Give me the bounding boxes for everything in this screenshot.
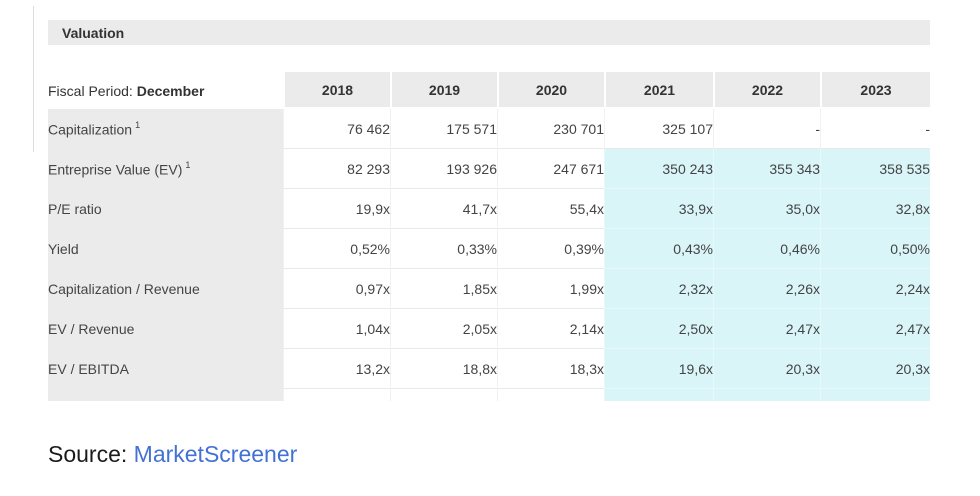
value-cell: 1,99x bbox=[497, 269, 604, 309]
value-cell-estimate: 33,9x bbox=[604, 189, 713, 229]
page-edge-divider bbox=[33, 6, 34, 152]
row-label: Entreprise Value (EV) 1 bbox=[48, 149, 283, 189]
row-capitalization: Capitalization 1 76 462 175 571 230 701 3… bbox=[48, 109, 930, 149]
value-cell: 55,4x bbox=[497, 189, 604, 229]
row-label: Capitalization / Revenue bbox=[48, 269, 283, 309]
year-header-2019: 2019 bbox=[390, 72, 497, 109]
value-cell-estimate: 355 343 bbox=[713, 149, 820, 189]
row-label: Capitalization 1 bbox=[48, 109, 283, 149]
value-cell-estimate: 2,47x bbox=[713, 309, 820, 349]
year-header-2020: 2020 bbox=[497, 72, 604, 109]
row-capitalization-revenue: Capitalization / Revenue 0,97x 1,85x 1,9… bbox=[48, 269, 930, 309]
row-enterprise-value: Entreprise Value (EV) 1 82 293 193 926 24… bbox=[48, 149, 930, 189]
year-header-2023: 2023 bbox=[820, 72, 930, 109]
value-cell: 175 571 bbox=[390, 109, 497, 149]
valuation-section-header: Valuation bbox=[48, 20, 930, 45]
value-cell-estimate: 20,3x bbox=[820, 349, 930, 389]
value-cell: 76 462 bbox=[283, 109, 390, 149]
value-cell: 0,39% bbox=[497, 229, 604, 269]
value-cell-estimate: 350 243 bbox=[604, 149, 713, 189]
value-cell-estimate: 0,50% bbox=[820, 229, 930, 269]
valuation-title: Valuation bbox=[62, 24, 125, 41]
fiscal-period-value: December bbox=[136, 82, 205, 99]
value-cell-estimate: 2,24x bbox=[820, 269, 930, 309]
value-cell: 13,2x bbox=[283, 349, 390, 389]
value-cell: - bbox=[713, 109, 820, 149]
year-header-2022: 2022 bbox=[713, 72, 820, 109]
value-cell: 230 701 bbox=[497, 109, 604, 149]
value-cell-estimate: 2,32x bbox=[604, 269, 713, 309]
row-label: EV / Revenue bbox=[48, 309, 283, 349]
value-cell: 0,33% bbox=[390, 229, 497, 269]
value-cell: 0,97x bbox=[283, 269, 390, 309]
value-cell: 18,8x bbox=[390, 349, 497, 389]
row-pe-ratio: P/E ratio 19,9x 41,7x 55,4x 33,9x 35,0x … bbox=[48, 189, 930, 229]
value-cell-estimate: 20,3x bbox=[713, 349, 820, 389]
value-cell: 19,9x bbox=[283, 189, 390, 229]
row-label: Yield bbox=[48, 229, 283, 269]
value-cell-estimate: 358 535 bbox=[820, 149, 930, 189]
valuation-table: Fiscal Period: December 2018 2019 2020 2… bbox=[48, 72, 930, 401]
value-cell-estimate: 0,43% bbox=[604, 229, 713, 269]
value-cell: 193 926 bbox=[390, 149, 497, 189]
value-cell-estimate: 0,46% bbox=[713, 229, 820, 269]
value-cell: 2,14x bbox=[497, 309, 604, 349]
value-cell: 325 107 bbox=[604, 109, 713, 149]
value-cell: 1,85x bbox=[390, 269, 497, 309]
value-cell-estimate: 32,8x bbox=[820, 189, 930, 229]
row-ev-ebitda: EV / EBITDA 13,2x 18,8x 18,3x 19,6x 20,3… bbox=[48, 349, 930, 389]
value-cell: - bbox=[820, 109, 930, 149]
value-cell-estimate: 19,6x bbox=[604, 349, 713, 389]
value-cell: 2,05x bbox=[390, 309, 497, 349]
footnote-marker: 1 bbox=[185, 159, 191, 170]
year-header-2018: 2018 bbox=[283, 72, 390, 109]
fiscal-period-label: Fiscal Period: December bbox=[48, 72, 283, 109]
value-cell: 41,7x bbox=[390, 189, 497, 229]
value-cell-estimate: 2,47x bbox=[820, 309, 930, 349]
value-cell: 18,3x bbox=[497, 349, 604, 389]
value-cell: 247 671 bbox=[497, 149, 604, 189]
value-cell-estimate: 35,0x bbox=[713, 189, 820, 229]
row-ev-revenue: EV / Revenue 1,04x 2,05x 2,14x 2,50x 2,4… bbox=[48, 309, 930, 349]
value-cell-estimate: 2,26x bbox=[713, 269, 820, 309]
footnote-marker: 1 bbox=[135, 119, 141, 130]
table-footer-strip bbox=[48, 389, 930, 401]
row-label: P/E ratio bbox=[48, 189, 283, 229]
row-label: EV / EBITDA bbox=[48, 349, 283, 389]
source-attribution: Source: MarketScreener bbox=[48, 441, 297, 468]
value-cell: 82 293 bbox=[283, 149, 390, 189]
value-cell-estimate: 2,50x bbox=[604, 309, 713, 349]
fiscal-period-header-row: Fiscal Period: December 2018 2019 2020 2… bbox=[48, 72, 930, 109]
value-cell: 1,04x bbox=[283, 309, 390, 349]
fiscal-period-prefix: Fiscal Period: bbox=[48, 82, 133, 99]
row-yield: Yield 0,52% 0,33% 0,39% 0,43% 0,46% 0,50… bbox=[48, 229, 930, 269]
year-header-2021: 2021 bbox=[604, 72, 713, 109]
source-link[interactable]: MarketScreener bbox=[133, 441, 298, 467]
source-label: Source: bbox=[48, 441, 128, 467]
value-cell: 0,52% bbox=[283, 229, 390, 269]
